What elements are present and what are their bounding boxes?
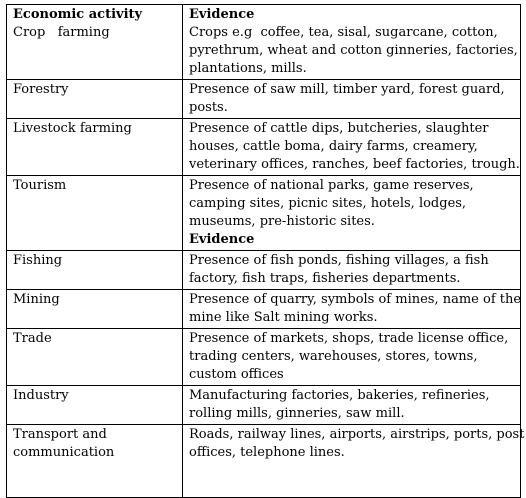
table-row-industry: Industry Manufacturing factories, bakeri…	[6, 385, 521, 425]
activity-cell: Mining	[6, 289, 183, 329]
activity-cell: Transport and communication	[6, 424, 183, 498]
table-row-crop-farming: Economic activity Crop farming Evidence …	[6, 4, 521, 80]
evidence-line: museums, pre-historic sites.	[189, 214, 375, 229]
activity-name: Transport and	[13, 427, 107, 442]
evidence-cell: Presence of quarry, symbols of mines, na…	[182, 289, 522, 329]
table-row-forestry: Forestry Presence of saw mill, timber ya…	[6, 79, 521, 119]
activity-cell: Livestock farming	[6, 118, 183, 176]
evidence-line: Presence of markets, shops, trade licens…	[189, 331, 509, 346]
evidence-line: Crops e.g coffee, tea, sisal, sugarcane,…	[189, 25, 498, 40]
evidence-line: offices, telephone lines.	[189, 445, 345, 460]
activity-name: Forestry	[13, 82, 69, 97]
evidence-cell: Evidence Crops e.g coffee, tea, sisal, s…	[182, 4, 521, 80]
table-row-transport-and-communication: Transport and communication Roads, railw…	[6, 424, 525, 498]
evidence-line: Presence of saw mill, timber yard, fores…	[189, 82, 505, 97]
activity-cell: Fishing	[6, 250, 183, 290]
table-row-mining: Mining Presence of quarry, symbols of mi…	[6, 289, 522, 329]
table-row-livestock-farming: Livestock farming Presence of cattle dip…	[6, 118, 521, 176]
economic-activity-table: Economic activity Crop farming Evidence …	[6, 4, 525, 498]
evidence-line: mine like Salt mining works.	[189, 310, 378, 325]
evidence-line: veterinary offices, ranches, beef factor…	[189, 157, 520, 172]
evidence-line: trading centers, warehouses, stores, tow…	[189, 349, 478, 364]
activity-name: Crop farming	[13, 25, 110, 40]
activity-column-header: Economic activity	[13, 7, 143, 22]
evidence-line: Presence of quarry, symbols of mines, na…	[189, 292, 522, 307]
evidence-line: rolling mills, ginneries, saw mill.	[189, 406, 405, 421]
evidence-line: custom offices	[189, 367, 284, 382]
evidence-cell: Presence of national parks, game reserve…	[182, 175, 521, 251]
evidence-line: houses, cattle boma, dairy farms, creame…	[189, 139, 478, 154]
activity-name: Mining	[13, 292, 60, 307]
activity-name: communication	[13, 445, 115, 460]
evidence-line: Presence of national parks, game reserve…	[189, 178, 474, 193]
activity-cell: Economic activity Crop farming	[6, 4, 183, 80]
evidence-cell: Presence of fish ponds, fishing villages…	[182, 250, 521, 290]
evidence-column-header: Evidence	[189, 7, 255, 22]
activity-name: Trade	[13, 331, 52, 346]
evidence-cell: Presence of cattle dips, butcheries, sla…	[182, 118, 521, 176]
activity-name: Industry	[13, 388, 69, 403]
activity-name: Fishing	[13, 253, 63, 268]
evidence-line: factory, fish traps, fisheries departmen…	[189, 271, 461, 286]
evidence-cell: Manufacturing factories, bakeries, refin…	[182, 385, 521, 425]
evidence-line: camping sites, picnic sites, hotels, lod…	[189, 196, 467, 211]
evidence-line: posts.	[189, 100, 228, 115]
activity-name: Livestock farming	[13, 121, 132, 136]
evidence-line: Roads, railway lines, airports, airstrip…	[189, 427, 525, 442]
activity-cell: Forestry	[6, 79, 183, 119]
evidence-cell: Presence of saw mill, timber yard, fores…	[182, 79, 521, 119]
evidence-repeated-header: Evidence	[189, 232, 255, 247]
evidence-line: Presence of fish ponds, fishing villages…	[189, 253, 489, 268]
activity-name: Tourism	[13, 178, 67, 193]
evidence-line: pyrethrum, wheat and cotton ginneries, f…	[189, 43, 518, 58]
economic-activity-table-wrapper: Economic activity Crop farming Evidence …	[6, 4, 525, 498]
evidence-line: plantations, mills.	[189, 61, 307, 76]
evidence-line: Manufacturing factories, bakeries, refin…	[189, 388, 490, 403]
activity-cell: Tourism	[6, 175, 183, 251]
table-row-fishing: Fishing Presence of fish ponds, fishing …	[6, 250, 521, 290]
activity-cell: Trade	[6, 328, 183, 386]
evidence-line: Presence of cattle dips, butcheries, sla…	[189, 121, 489, 136]
activity-cell: Industry	[6, 385, 183, 425]
evidence-cell: Presence of markets, shops, trade licens…	[182, 328, 521, 386]
table-row-tourism: Tourism Presence of national parks, game…	[6, 175, 521, 251]
table-row-trade: Trade Presence of markets, shops, trade …	[6, 328, 521, 386]
